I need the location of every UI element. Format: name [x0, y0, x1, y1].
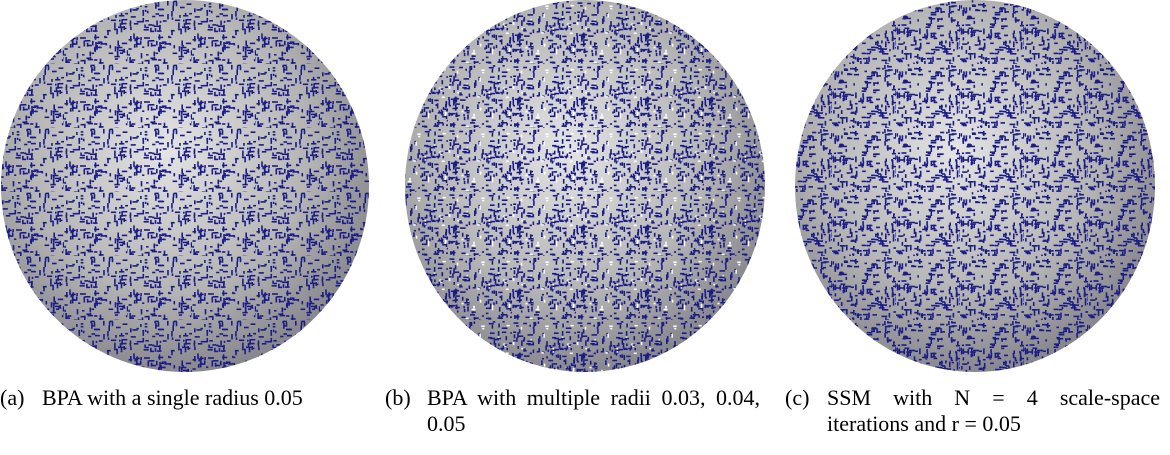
sphere-a	[1, 0, 369, 372]
caption-text: BPA with multiple radii 0.03, 0.04, 0.05	[427, 385, 760, 436]
caption-label: (c)	[785, 385, 810, 410]
sphere-c	[795, 0, 1155, 372]
caption-label: (a)	[0, 385, 25, 410]
caption-text: SSM with N = 4 scale-space iterations an…	[827, 385, 1160, 436]
caption-b: (b) BPA with multiple radii 0.03, 0.04, …	[385, 385, 760, 437]
sphere-b	[405, 0, 765, 372]
caption-text: BPA with a single radius 0.05	[42, 385, 303, 410]
caption-a: (a) BPA with a single radius 0.05	[0, 385, 375, 411]
figure-images	[1, 0, 1155, 372]
caption-label: (b)	[385, 385, 411, 410]
caption-c: (c) SSM with N = 4 scale-space iteration…	[785, 385, 1160, 437]
